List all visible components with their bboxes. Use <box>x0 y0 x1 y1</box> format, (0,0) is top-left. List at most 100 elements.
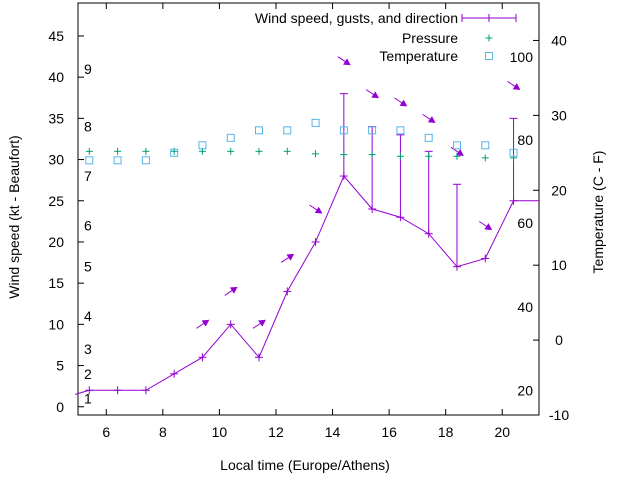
wind-direction-arrow <box>394 97 408 107</box>
wind-direction-arrow <box>337 56 351 66</box>
temperature-point <box>368 126 377 135</box>
pressure-point <box>481 154 489 162</box>
y-tick-label: 40 <box>48 69 64 85</box>
pressure-point <box>510 154 518 162</box>
wind-point <box>283 287 292 296</box>
pressure-point <box>142 147 150 155</box>
fahrenheit-label: 20 <box>517 382 533 398</box>
arrow-head <box>201 319 210 327</box>
pressure-point <box>368 151 376 159</box>
temperature-point <box>311 118 320 127</box>
pressure-point <box>114 147 122 155</box>
temperature-point <box>198 141 207 150</box>
fahrenheit-label: 80 <box>517 132 533 148</box>
y-tick-label: 20 <box>48 234 64 250</box>
temperature-point <box>396 126 405 135</box>
arrow-head <box>229 286 238 294</box>
temperature-point <box>452 141 461 150</box>
temperature-point <box>424 133 433 142</box>
y2-tick-label: 20 <box>551 182 567 198</box>
wind-point <box>255 353 264 362</box>
x-tick-label: 18 <box>438 424 454 440</box>
y-tick-label: 0 <box>56 399 64 415</box>
arrow-head <box>342 58 351 66</box>
beaufort-label: 8 <box>84 119 92 135</box>
fahrenheit-label: 100 <box>510 49 534 65</box>
arrow-head <box>427 116 436 123</box>
y2-tick-label: 30 <box>551 107 567 123</box>
wind-speed-line <box>75 175 539 395</box>
wind-direction-arrow <box>281 253 295 263</box>
wind-direction-arrow <box>365 89 380 99</box>
beaufort-label: 3 <box>84 341 92 357</box>
beaufort-label: 6 <box>84 217 92 233</box>
temperature-point <box>283 126 292 135</box>
plot-frame-layer <box>77 2 540 416</box>
plot-frame <box>77 2 540 416</box>
axis-ticks-layer: 6 8 10 12 14 16 18 20051015202530354045-1001020… <box>48 3 569 440</box>
x-axis-label: Local time (Europe/Athens) <box>220 457 390 473</box>
temperature-point <box>141 156 150 165</box>
x-tick-label: 20 <box>494 424 510 440</box>
wind-direction-arrow <box>478 221 493 231</box>
wind-point <box>311 237 320 246</box>
y2-tick-label: 0 <box>555 332 563 348</box>
pressure-point <box>85 147 93 155</box>
wind-direction-arrow <box>252 319 266 329</box>
y-tick-label: 45 <box>48 28 64 44</box>
temperature-point <box>226 133 235 142</box>
beaufort-label: 7 <box>84 168 92 184</box>
wind-point <box>170 369 179 378</box>
y2-tick-label: -10 <box>549 407 569 423</box>
arrow-head <box>258 319 266 327</box>
wind-point <box>85 386 94 395</box>
y2-tick-label: 10 <box>551 257 567 273</box>
arrow-head <box>371 91 380 99</box>
legend-swatch-square <box>485 52 493 60</box>
x-tick-label: 16 <box>381 424 397 440</box>
beaufort-label: 2 <box>84 366 92 382</box>
axis-labels-layer: Local time (Europe/Athens) Wind speed (k… <box>6 135 606 473</box>
wind-point <box>141 386 150 395</box>
wind-direction-arrow <box>196 319 210 329</box>
pressure-point <box>453 152 461 160</box>
arrow-head <box>484 223 493 231</box>
temperature-point <box>170 148 179 157</box>
beaufort-label: 4 <box>84 308 92 324</box>
temperature-point <box>113 156 122 165</box>
wind-direction-arrow <box>507 80 521 90</box>
y-tick-label: 25 <box>48 193 64 209</box>
arrow-head <box>314 206 323 214</box>
x-tick-label: 14 <box>325 424 341 440</box>
legend-label: Wind speed, gusts, and direction <box>255 10 458 26</box>
temperature-point <box>255 126 264 135</box>
y-tick-label: 15 <box>48 275 64 291</box>
arrow-head <box>399 99 408 107</box>
pressure-point <box>312 150 320 158</box>
temperature-point <box>85 156 94 165</box>
beaufort-label: 5 <box>84 259 92 275</box>
wind-point <box>481 254 490 263</box>
temperature-point <box>509 148 518 157</box>
temperature-point <box>481 141 490 150</box>
x-tick-label: 8 <box>159 424 167 440</box>
y-tick-label: 10 <box>48 316 64 332</box>
y2-tick-label: 40 <box>551 32 567 48</box>
pressure-point <box>396 152 404 160</box>
arrow-head <box>456 149 464 156</box>
wind-direction-arrow <box>422 113 436 123</box>
series-layer <box>75 56 539 395</box>
wind-point <box>226 320 235 329</box>
y-tick-label: 5 <box>56 358 64 374</box>
y2-axis-label: Temperature (C - F) <box>590 151 606 274</box>
legend-label: Pressure <box>402 30 458 46</box>
wind-point <box>198 353 207 362</box>
beaufort-label: 9 <box>84 61 92 77</box>
legend: Wind speed, gusts, and direction Pressure… <box>255 10 517 64</box>
y-tick-label: 35 <box>48 110 64 126</box>
wind-point <box>113 386 122 395</box>
fahrenheit-label: 40 <box>517 299 533 315</box>
wind-direction-arrow <box>309 204 323 214</box>
x-tick-label: 10 <box>212 424 228 440</box>
